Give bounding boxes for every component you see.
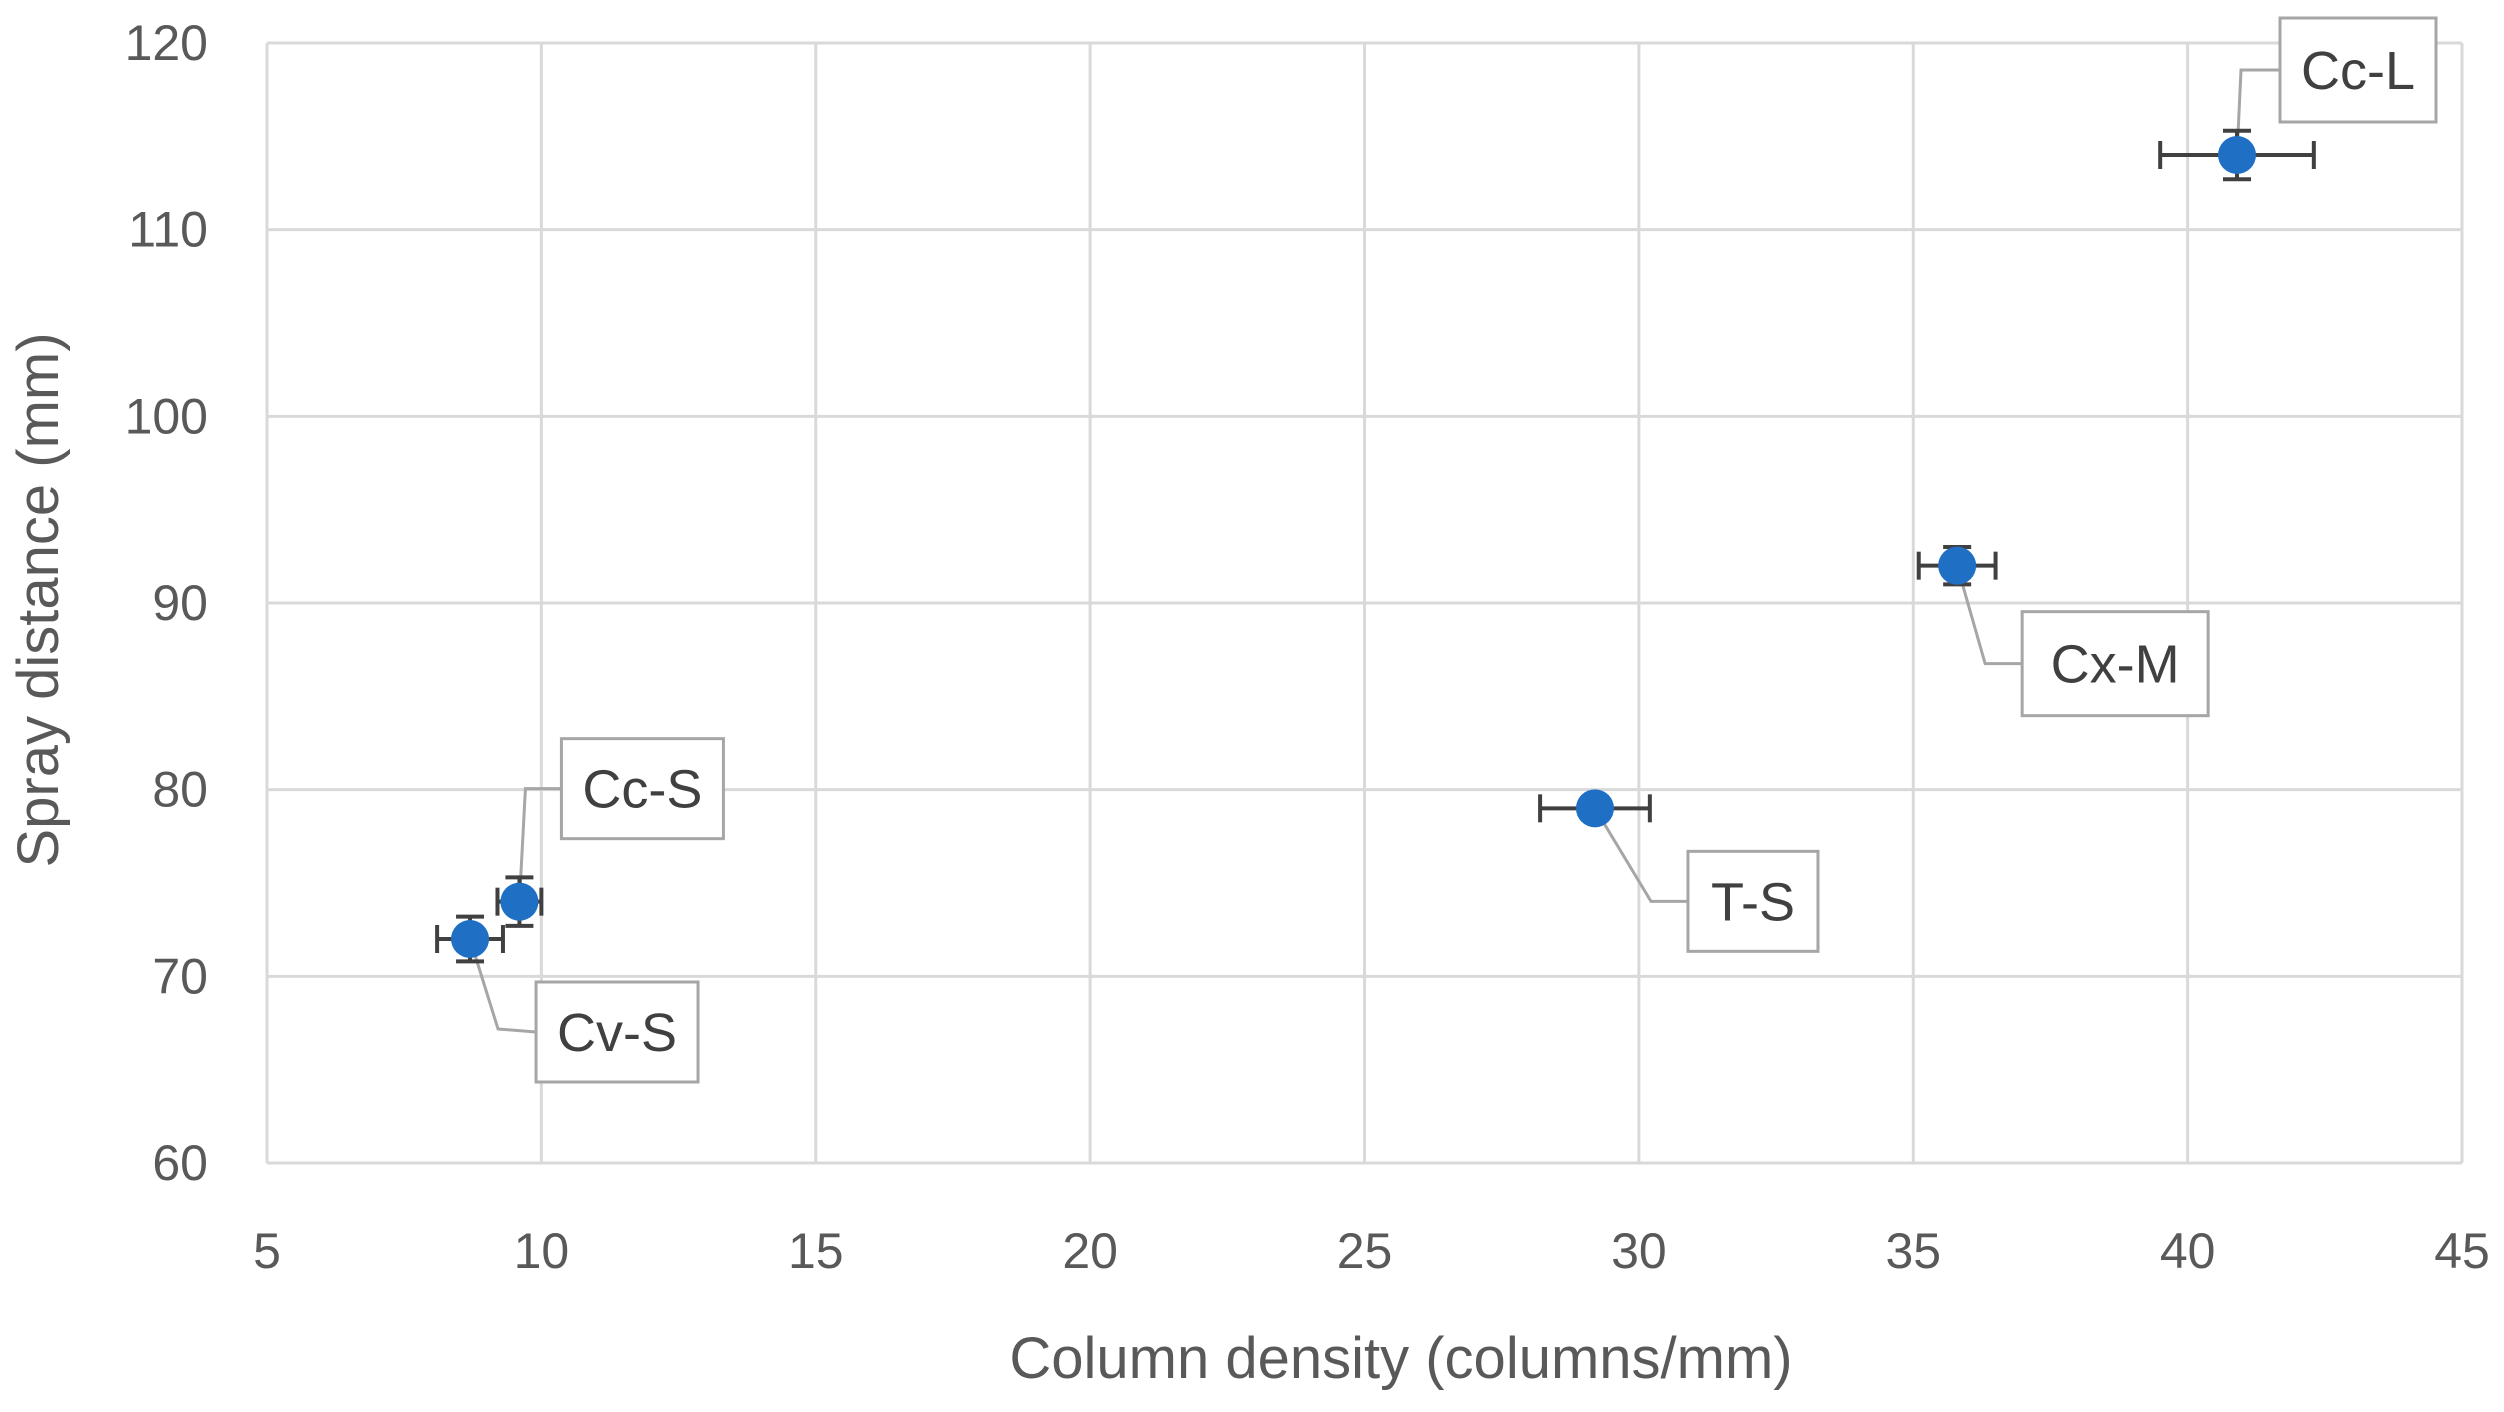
y-tick-label: 70 (152, 948, 208, 1004)
callout-label-cc-s: Cc-S (582, 760, 702, 820)
callout-box-cx-m (2020, 610, 2210, 718)
data-points (451, 136, 2257, 958)
x-tick-label: 40 (2160, 1223, 2216, 1279)
x-tick-label: 25 (1337, 1223, 1393, 1279)
y-tick-label: 80 (152, 762, 208, 818)
data-point-cv-s (451, 920, 490, 958)
y-axis-ticks: 60 70 80 90 100 110 120 (125, 15, 208, 1191)
data-point-t-s (1575, 789, 1614, 828)
callout-box-cv-s (534, 980, 700, 1084)
callout-label-cc-l: Cc-L (2301, 41, 2415, 101)
x-axis-ticks: 5 10 15 20 25 30 35 40 45 (253, 1223, 2490, 1279)
y-tick-label: 90 (152, 575, 208, 631)
y-axis-title: Spray distance (mm) (6, 332, 71, 867)
data-callouts: Cv-S Cc-S T-S Cx-M Cc-L (468, 16, 2438, 1084)
x-axis-title: Column density (columns/mm) (1009, 1326, 1792, 1391)
x-tick-label: 15 (788, 1223, 844, 1279)
y-tick-label: 60 (152, 1135, 208, 1191)
data-point-cx-m (1938, 546, 1977, 585)
callout-leader-cv-s (468, 938, 537, 1034)
callout-leader-cc-s (517, 787, 562, 902)
callout-leader-t-s (1593, 807, 1688, 903)
callout-box-cc-s (559, 737, 725, 841)
callout-leader-cx-m (1955, 565, 2023, 666)
callout-label-cv-s: Cv-S (557, 1003, 677, 1063)
y-tick-label: 110 (128, 202, 208, 258)
x-tick-label: 5 (253, 1223, 281, 1279)
x-tick-label: 35 (1885, 1223, 1941, 1279)
callout-box-t-s (1686, 849, 1820, 953)
x-tick-label: 10 (514, 1223, 570, 1279)
callout-box-cc-l (2278, 16, 2438, 124)
y-tick-label: 100 (125, 388, 208, 444)
callout-label-t-s: T-S (1711, 872, 1795, 932)
x-tick-label: 45 (2434, 1223, 2490, 1279)
y-tick-label: 120 (125, 15, 208, 71)
x-tick-label: 20 (1062, 1223, 1118, 1279)
x-tick-label: 30 (1611, 1223, 1667, 1279)
callout-label-cx-m: Cx-M (2051, 635, 2180, 695)
data-point-cc-l (2218, 136, 2257, 174)
data-point-cc-s (500, 882, 539, 921)
callout-leader-cc-l (2235, 68, 2281, 156)
